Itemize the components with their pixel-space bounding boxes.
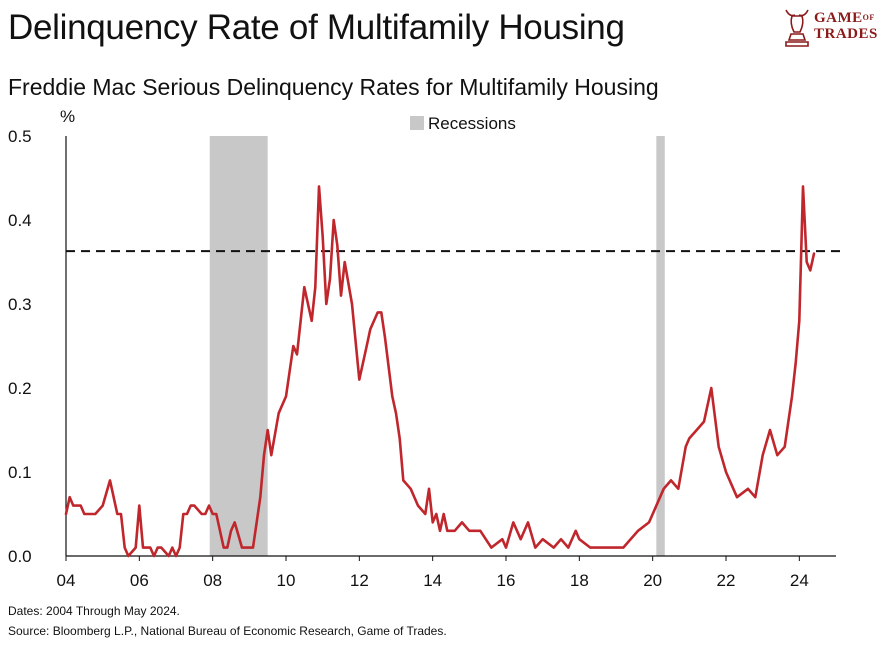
x-tick-label: 22 [717, 571, 736, 590]
y-tick-label: 0.4 [8, 211, 32, 230]
footer-source: Source: Bloomberg L.P., National Bureau … [8, 624, 447, 638]
y-tick-label: 0.1 [8, 463, 32, 482]
page-subtitle: Freddie Mac Serious Delinquency Rates fo… [8, 74, 659, 100]
x-tick-label: 04 [57, 571, 76, 590]
page-title: Delinquency Rate of Multifamily Housing [8, 8, 625, 47]
logo-text: GAMEOF TRADES [814, 10, 878, 42]
x-tick-label: 08 [203, 571, 222, 590]
x-tick-label: 12 [350, 571, 369, 590]
recession-band-1 [209, 136, 268, 556]
y-tick-label: 0.3 [8, 295, 32, 314]
x-tick-label: 14 [423, 571, 442, 590]
logo-line-1: GAME [814, 10, 863, 26]
bull-chess-knight-icon [785, 9, 809, 47]
recession-band-2 [656, 136, 665, 556]
x-tick-label: 10 [277, 571, 296, 590]
y-tick-label: 0.0 [8, 547, 32, 566]
x-tick-label: 18 [570, 571, 589, 590]
x-tick-label: 24 [790, 571, 809, 590]
recession-bands [209, 136, 665, 556]
series-layer [64, 185, 816, 558]
x-tick-label: 16 [497, 571, 516, 590]
game-of-trades-logo: GAMEOF TRADES [778, 2, 886, 52]
legend-label-recessions: Recessions [428, 114, 516, 133]
chart-legend: Recessions [410, 114, 516, 133]
x-tick-label: 20 [643, 571, 662, 590]
legend-swatch-recessions [410, 116, 424, 130]
footer-dates: Dates: 2004 Through May 2024. [8, 604, 180, 618]
y-tick-label: 0.2 [8, 379, 32, 398]
y-axis-label: % [60, 107, 75, 126]
y-tick-label: 0.5 [8, 127, 32, 146]
series-line-delinquency-rate [64, 185, 816, 558]
chart-axes: 0.0 0.1 0.2 0.3 0.4 0.5 04 06 08 10 12 14 16 18 20 22 24 [8, 127, 836, 590]
x-tick-label: 06 [130, 571, 149, 590]
logo-of: OF [862, 13, 875, 22]
delinquency-line-chart: Recessions 0.0 0.1 0.2 0.3 0.4 0.5 04 06 08 10 12 1… [8, 107, 840, 590]
logo-line-2: TRADES [814, 26, 878, 42]
